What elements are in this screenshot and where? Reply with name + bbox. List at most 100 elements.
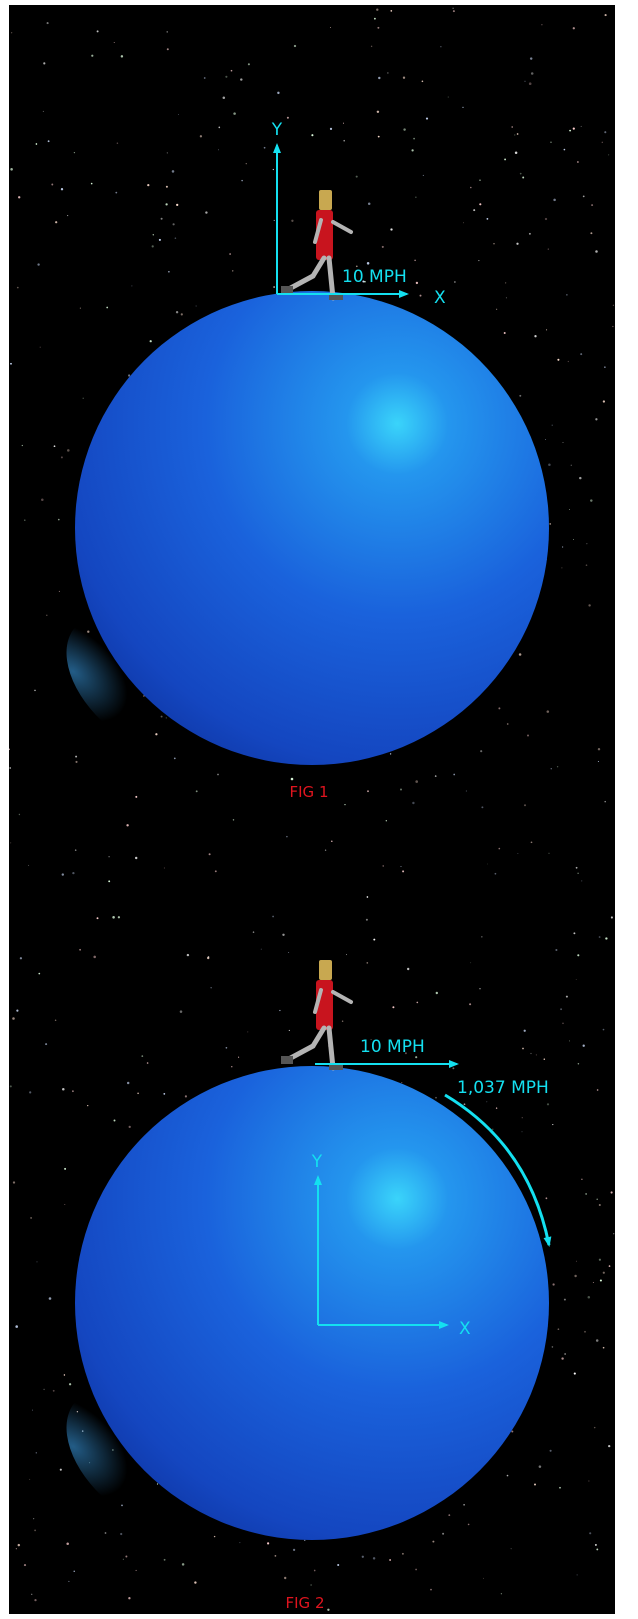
star — [342, 122, 345, 124]
star — [479, 988, 481, 990]
star — [463, 1503, 465, 1506]
x-axis-label: X — [434, 288, 446, 308]
star — [175, 311, 179, 314]
star — [194, 1581, 197, 1584]
star — [10, 362, 12, 365]
star — [415, 1056, 418, 1059]
star — [37, 263, 40, 266]
rotation-speed-label: 1,037 MPH — [457, 1078, 549, 1098]
star — [452, 10, 455, 13]
star — [108, 855, 110, 858]
star — [31, 1593, 33, 1595]
star — [530, 1052, 532, 1055]
star — [454, 281, 456, 283]
star — [543, 1058, 546, 1060]
star — [207, 956, 210, 960]
star — [569, 509, 570, 510]
star — [63, 1374, 66, 1376]
star — [452, 7, 454, 9]
star — [402, 870, 405, 873]
star — [291, 219, 294, 222]
star — [52, 1389, 55, 1392]
star — [453, 773, 456, 776]
star — [506, 723, 509, 725]
star — [494, 872, 497, 875]
star — [60, 188, 64, 191]
star — [104, 1532, 107, 1534]
star — [373, 938, 376, 941]
star — [272, 168, 274, 171]
star — [131, 285, 133, 287]
figure-caption: FIG 2 — [286, 1594, 325, 1612]
star — [522, 1047, 524, 1050]
star — [311, 134, 314, 137]
star — [387, 72, 389, 74]
star — [567, 360, 569, 363]
star — [469, 1003, 472, 1006]
star — [68, 1383, 72, 1386]
star — [166, 152, 168, 154]
star — [41, 498, 44, 501]
star — [9, 748, 10, 751]
star — [213, 1535, 216, 1538]
star — [582, 1044, 585, 1047]
star — [46, 614, 48, 617]
star — [503, 332, 506, 334]
star — [337, 1563, 340, 1567]
star — [210, 987, 212, 989]
star — [75, 755, 78, 758]
star — [377, 135, 380, 138]
star — [595, 418, 598, 421]
star — [304, 1539, 306, 1541]
star — [465, 790, 467, 792]
star — [229, 253, 231, 255]
star — [163, 1558, 166, 1561]
star — [559, 1486, 561, 1489]
figure-caption: FIG 1 — [290, 783, 329, 801]
figure-1: Y X 10 MPH FIG 1 — [66, 120, 549, 801]
star — [57, 518, 60, 521]
star — [329, 127, 333, 131]
star — [548, 463, 551, 466]
rotation-arrow — [444, 1093, 552, 1247]
star — [463, 222, 464, 224]
star — [549, 523, 552, 525]
x-axis-label: X — [459, 1319, 471, 1339]
star — [608, 1265, 611, 1267]
star — [546, 1103, 550, 1106]
star — [120, 1532, 123, 1536]
star — [470, 186, 472, 189]
star — [366, 896, 369, 898]
star — [282, 933, 285, 937]
star — [523, 1029, 526, 1032]
star — [35, 143, 38, 145]
star — [15, 1548, 17, 1550]
star — [575, 979, 577, 980]
star — [273, 286, 275, 288]
star — [34, 1598, 37, 1602]
star — [480, 750, 483, 753]
star — [116, 142, 119, 144]
star — [523, 804, 527, 807]
star — [217, 773, 219, 776]
star — [163, 1093, 166, 1095]
star — [172, 223, 175, 226]
star — [17, 1543, 21, 1547]
star — [54, 1019, 57, 1022]
star — [267, 1542, 270, 1545]
star — [498, 707, 501, 710]
star — [604, 131, 607, 134]
star — [9, 1085, 12, 1088]
star — [556, 766, 559, 768]
star — [602, 1346, 605, 1349]
star — [370, 1039, 372, 1041]
star — [463, 1103, 466, 1106]
star — [589, 1532, 592, 1535]
star — [610, 916, 613, 919]
star — [232, 819, 235, 821]
star — [186, 953, 190, 957]
star — [68, 1580, 70, 1582]
star — [16, 286, 19, 289]
star — [401, 1082, 403, 1084]
star — [565, 995, 568, 998]
